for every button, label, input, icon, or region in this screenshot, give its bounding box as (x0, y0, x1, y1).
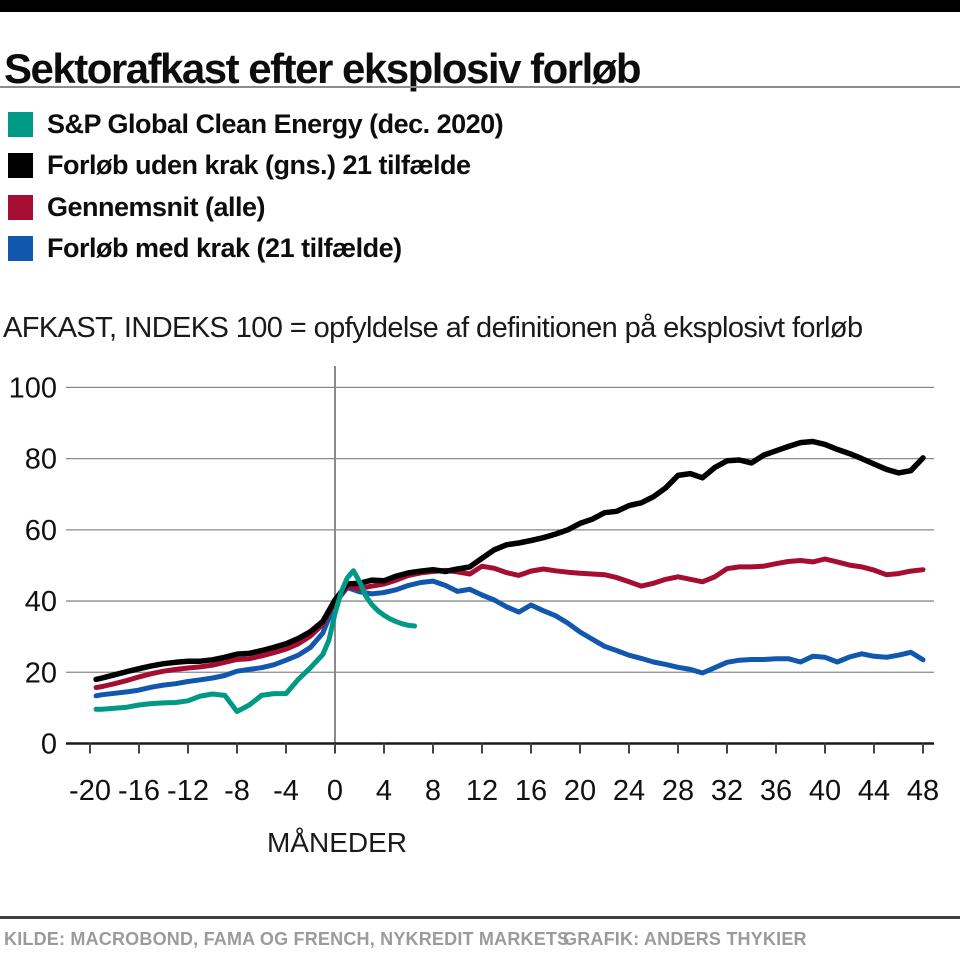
svg-text:0: 0 (327, 775, 343, 807)
svg-text:100: 100 (9, 372, 57, 404)
page-title: Sektorafkast efter eksplosiv forløb (4, 45, 642, 93)
legend-swatch-teal (8, 111, 33, 137)
svg-text:12: 12 (466, 775, 498, 807)
source-text: KILDE: MACROBOND, FAMA OG FRENCH, NYKRED… (4, 929, 570, 949)
svg-text:24: 24 (613, 775, 645, 807)
svg-text:48: 48 (907, 775, 939, 807)
legend-swatch-crimson (8, 194, 33, 220)
x-axis (66, 742, 934, 754)
legend-swatch-blue (8, 236, 33, 261)
legend-label: Gennemsnit (alle) (47, 191, 266, 222)
legend-item-no-crash: Forløb uden krak (gns.) 21 tilfælde (8, 150, 471, 181)
svg-text:20: 20 (564, 775, 596, 807)
legend-swatch-black (8, 153, 33, 178)
svg-text:4: 4 (376, 775, 392, 807)
svg-text:36: 36 (760, 775, 792, 807)
svg-text:28: 28 (662, 775, 694, 807)
legend-item-with-crash: Forløb med krak (21 tilfælde) (8, 233, 402, 264)
svg-text:0: 0 (41, 729, 57, 761)
source-line: KILDE: MACROBOND, FAMA OG FRENCH, NYKRED… (4, 929, 956, 950)
svg-text:8: 8 (425, 775, 441, 807)
title-divider (0, 86, 960, 88)
svg-text:80: 80 (25, 444, 57, 476)
svg-text:-16: -16 (118, 775, 160, 807)
svg-text:20: 20 (25, 657, 57, 689)
credit-text: GRAFIK: ANDERS THYKIER (563, 929, 807, 949)
svg-text:32: 32 (711, 775, 743, 807)
svg-text:44: 44 (858, 775, 890, 807)
legend-item-clean-energy: S&P Global Clean Energy (dec. 2020) (8, 108, 504, 139)
top-black-bar (0, 0, 960, 12)
footer-divider (0, 916, 960, 919)
svg-text:-12: -12 (167, 775, 209, 807)
svg-text:-8: -8 (224, 775, 250, 807)
legend-label: S&P Global Clean Energy (dec. 2020) (47, 108, 504, 139)
gridlines (66, 386, 934, 673)
data-series (93, 438, 926, 714)
svg-text:40: 40 (809, 775, 841, 807)
x-axis-title: MÅNEDER (267, 827, 407, 858)
legend-item-average: Gennemsnit (alle) (8, 191, 266, 222)
svg-text:60: 60 (25, 515, 57, 547)
svg-text:-20: -20 (69, 775, 111, 807)
chart-subtitle: AFKAST, INDEKS 100 = opfyldelse af defin… (3, 312, 863, 344)
legend-label: Forløb uden krak (gns.) 21 tilfælde (47, 150, 471, 180)
svg-text:40: 40 (25, 586, 57, 618)
svg-text:-4: -4 (273, 775, 299, 807)
svg-text:16: 16 (515, 775, 547, 807)
legend-label: Forløb med krak (21 tilfælde) (47, 233, 402, 263)
